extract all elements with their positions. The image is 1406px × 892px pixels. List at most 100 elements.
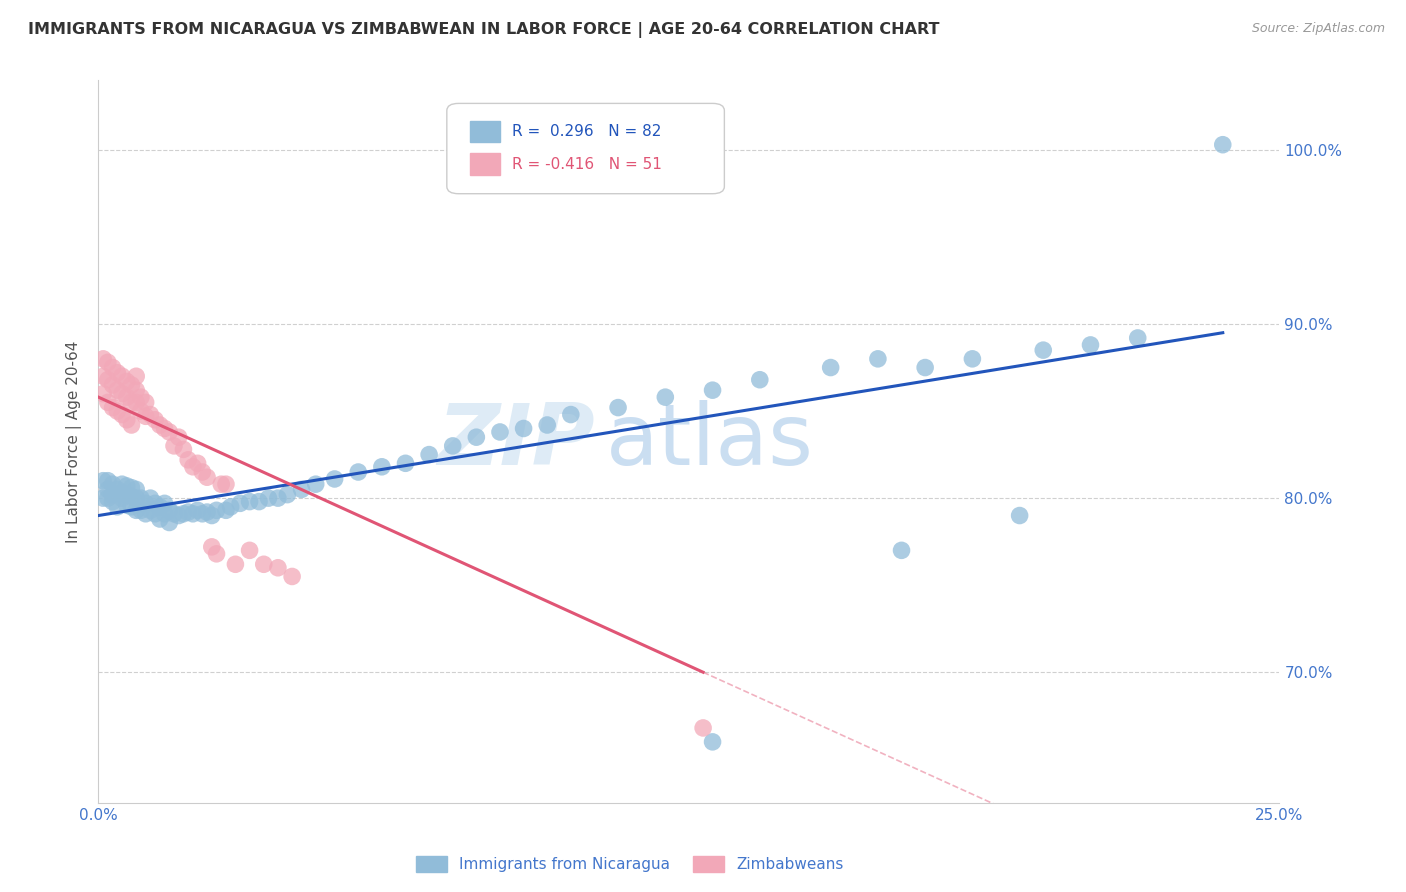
Point bbox=[1212, 137, 1234, 152]
Point bbox=[219, 500, 242, 514]
Point bbox=[157, 516, 180, 530]
Point bbox=[512, 421, 534, 435]
Point bbox=[139, 408, 162, 422]
Point bbox=[177, 452, 200, 467]
Point bbox=[121, 489, 143, 503]
Point bbox=[115, 479, 138, 493]
Point bbox=[111, 486, 134, 500]
Bar bbox=[471, 153, 501, 175]
Point bbox=[129, 390, 152, 404]
Point bbox=[101, 494, 124, 508]
Point bbox=[267, 561, 290, 575]
Bar bbox=[471, 120, 501, 143]
Point bbox=[205, 503, 228, 517]
Point bbox=[97, 483, 120, 497]
Point bbox=[91, 491, 114, 505]
Point bbox=[111, 491, 134, 505]
Point bbox=[215, 477, 238, 491]
Point bbox=[167, 430, 190, 444]
Point bbox=[135, 409, 157, 424]
Point bbox=[121, 378, 143, 392]
Point bbox=[101, 378, 124, 392]
Point bbox=[181, 507, 204, 521]
Point bbox=[465, 430, 488, 444]
Point bbox=[125, 383, 148, 397]
Point bbox=[323, 472, 346, 486]
Point bbox=[157, 425, 180, 439]
Point bbox=[607, 401, 630, 415]
Point bbox=[111, 369, 134, 384]
Point bbox=[253, 558, 276, 572]
Point bbox=[101, 477, 124, 491]
Point bbox=[105, 404, 128, 418]
Point bbox=[135, 507, 157, 521]
Text: ZIP: ZIP bbox=[437, 400, 595, 483]
Point bbox=[101, 488, 124, 502]
Point bbox=[105, 483, 128, 497]
Point bbox=[177, 505, 200, 519]
Point bbox=[1032, 343, 1054, 358]
Point bbox=[209, 477, 232, 491]
Point bbox=[97, 491, 120, 505]
Point bbox=[914, 360, 936, 375]
Point bbox=[91, 369, 114, 384]
Point bbox=[115, 375, 138, 389]
Point bbox=[347, 465, 370, 479]
Point bbox=[121, 500, 143, 514]
Point bbox=[215, 503, 238, 517]
Point bbox=[101, 401, 124, 415]
Point bbox=[229, 496, 252, 510]
Point bbox=[172, 442, 194, 457]
Point bbox=[149, 512, 172, 526]
Point bbox=[305, 477, 328, 491]
Point bbox=[153, 496, 176, 510]
Point bbox=[702, 383, 724, 397]
Point bbox=[890, 543, 912, 558]
Point bbox=[247, 494, 270, 508]
Point bbox=[91, 351, 114, 366]
Point bbox=[111, 477, 134, 491]
Point bbox=[129, 503, 152, 517]
Point bbox=[224, 558, 246, 572]
Point bbox=[143, 507, 166, 521]
Text: Source: ZipAtlas.com: Source: ZipAtlas.com bbox=[1251, 22, 1385, 36]
Point bbox=[121, 417, 143, 432]
Point bbox=[149, 500, 172, 514]
Point bbox=[418, 448, 440, 462]
Point bbox=[115, 390, 138, 404]
Text: R =  0.296   N = 82: R = 0.296 N = 82 bbox=[512, 124, 661, 139]
Point bbox=[149, 417, 172, 432]
Point bbox=[195, 470, 218, 484]
Point bbox=[866, 351, 889, 366]
Point bbox=[129, 404, 152, 418]
Point bbox=[91, 474, 114, 488]
Point bbox=[962, 351, 984, 366]
Point bbox=[654, 390, 676, 404]
Point bbox=[125, 491, 148, 505]
Point bbox=[153, 507, 176, 521]
Point bbox=[97, 395, 120, 409]
Point bbox=[239, 543, 262, 558]
Point bbox=[441, 439, 464, 453]
Point bbox=[560, 408, 582, 422]
Point bbox=[115, 498, 138, 512]
Point bbox=[97, 373, 120, 387]
Y-axis label: In Labor Force | Age 20-64: In Labor Force | Age 20-64 bbox=[66, 341, 82, 542]
Point bbox=[115, 413, 138, 427]
Point bbox=[290, 483, 312, 497]
Point bbox=[820, 360, 842, 375]
Point bbox=[97, 355, 120, 369]
Point bbox=[125, 483, 148, 497]
Point bbox=[201, 508, 224, 523]
Point bbox=[267, 491, 290, 505]
Point bbox=[191, 507, 214, 521]
Point bbox=[191, 465, 214, 479]
Legend: Immigrants from Nicaragua, Zimbabweans: Immigrants from Nicaragua, Zimbabweans bbox=[411, 850, 849, 879]
Point bbox=[1080, 338, 1102, 352]
Point bbox=[153, 421, 176, 435]
Point bbox=[187, 456, 209, 470]
Point bbox=[276, 488, 298, 502]
Point bbox=[105, 383, 128, 397]
Point bbox=[139, 491, 162, 505]
Point bbox=[143, 413, 166, 427]
